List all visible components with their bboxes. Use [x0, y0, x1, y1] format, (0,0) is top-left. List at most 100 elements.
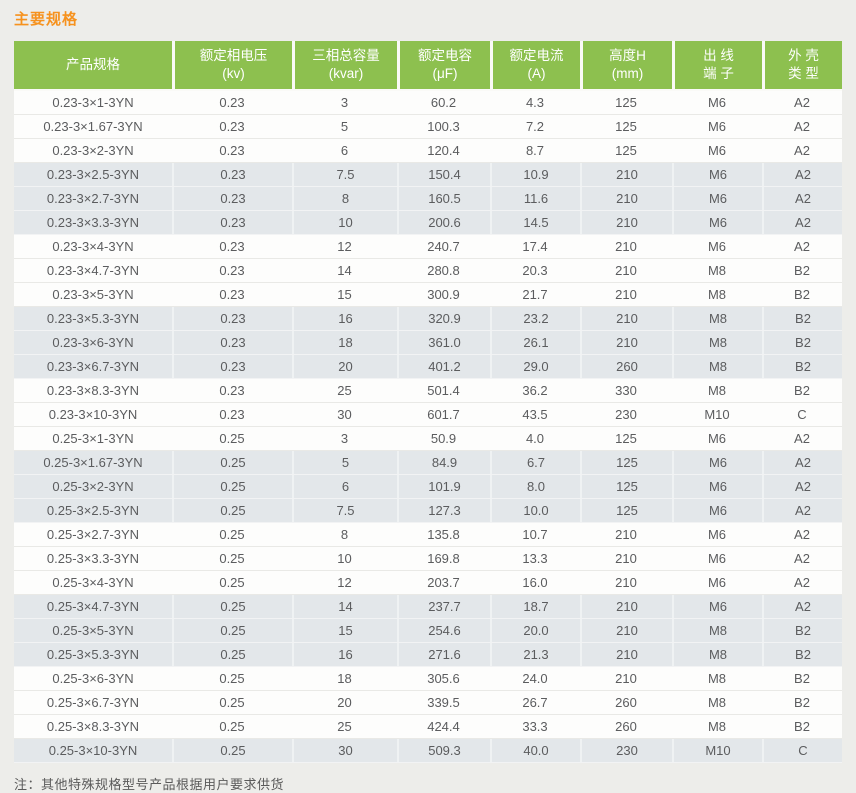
cell-rated-phase-voltage: 0.23 [219, 143, 245, 158]
cell-product-spec: 0.23-3×5-3YN [52, 287, 134, 302]
cell-outlet-terminal: M8 [707, 263, 727, 278]
cell-height-h: 125 [615, 143, 637, 158]
table-row: 0.25-3×1-3YN 0.25 3 50.9 4.0 125 M6 A2 [14, 427, 842, 451]
cell-rated-current: 16.0 [522, 575, 548, 590]
header-cell-three-phase-capacity: 三相总容量 (kvar) [292, 41, 397, 89]
cell-product-spec: 0.23-3×2-3YN [52, 143, 134, 158]
header-label: 额定电流 [509, 48, 564, 64]
cell-product-spec: 0.25-3×4.7-3YN [46, 599, 140, 614]
cell-three-phase-capacity: 20 [337, 695, 352, 710]
cell-product-spec: 0.23-3×10-3YN [48, 407, 138, 422]
table-row: 0.25-3×6.7-3YN 0.25 20 339.5 26.7 260 M8 B2 [14, 691, 842, 715]
table-row: 0.23-3×2.7-3YN 0.23 8 160.5 11.6 210 M6 A2 [14, 187, 842, 211]
header-unit: (μF) [432, 66, 458, 81]
cell-rated-capacitance: 200.6 [397, 211, 490, 234]
cell-shell-type: A2 [762, 451, 842, 474]
cell-rated-capacitance: 240.7 [427, 239, 460, 254]
table-row: 0.25-3×5.3-3YN 0.25 16 271.6 21.3 210 M8 B2 [14, 643, 842, 667]
cell-rated-current: 7.2 [525, 119, 545, 134]
cell-shell-type: A2 [762, 475, 842, 498]
cell-rated-current: 43.5 [522, 407, 548, 422]
cell-three-phase-capacity: 25 [337, 383, 352, 398]
cell-product-spec: 0.23-3×6-3YN [52, 335, 134, 350]
cell-outlet-terminal: M6 [672, 475, 762, 498]
cell-rated-capacitance: 120.4 [427, 143, 460, 158]
cell-height-h: 210 [580, 619, 672, 642]
cell-three-phase-capacity: 5 [292, 451, 397, 474]
cell-rated-current: 14.5 [490, 211, 580, 234]
cell-height-h: 125 [580, 475, 672, 498]
cell-three-phase-capacity: 12 [337, 239, 352, 254]
cell-rated-capacitance: 237.7 [397, 595, 490, 618]
cell-product-spec: 0.25-3×6-3YN [52, 671, 134, 686]
header-cell-product-spec: 产品规格 [14, 41, 172, 89]
cell-rated-phase-voltage: 0.25 [172, 739, 292, 762]
cell-height-h: 125 [580, 499, 672, 522]
cell-rated-current: 21.7 [522, 287, 548, 302]
cell-outlet-terminal: M10 [704, 407, 730, 422]
table-body: 0.23-3×1-3YN 0.23 3 60.2 4.3 125 M6 A2 0.23-3×1.… [14, 91, 842, 763]
cell-height-h: 210 [580, 643, 672, 666]
cell-rated-phase-voltage: 0.23 [219, 407, 245, 422]
cell-product-spec: 0.25-3×2.5-3YN [46, 503, 140, 518]
cell-rated-current: 8.0 [490, 475, 580, 498]
cell-rated-phase-voltage: 0.25 [219, 695, 245, 710]
cell-rated-phase-voltage: 0.23 [219, 119, 245, 134]
cell-rated-capacitance: 424.4 [427, 719, 460, 734]
header-unit: (A) [527, 66, 546, 81]
cell-shell-type: B2 [794, 287, 810, 302]
cell-product-spec: 0.25-3×10-3YN [48, 743, 138, 758]
cell-rated-capacitance: 101.9 [397, 475, 490, 498]
cell-rated-current: 21.3 [490, 643, 580, 666]
cell-shell-type: C [797, 407, 807, 422]
cell-product-spec: 0.23-3×1.67-3YN [43, 119, 143, 134]
cell-three-phase-capacity: 8 [340, 527, 349, 542]
cell-three-phase-capacity: 14 [337, 263, 352, 278]
table-header: 产品规格 额定相电压 (kv) 三相总容量 (kvar) 额定电容 (μF) 额定电流 (A) 高… [14, 41, 842, 91]
cell-rated-capacitance: 100.3 [427, 119, 460, 134]
cell-three-phase-capacity: 3 [340, 431, 349, 446]
cell-rated-current: 40.0 [490, 739, 580, 762]
cell-product-spec: 0.25-3×8.3-3YN [46, 719, 140, 734]
cell-three-phase-capacity: 12 [337, 575, 352, 590]
cell-three-phase-capacity: 16 [292, 307, 397, 330]
table-row: 0.25-3×5-3YN 0.25 15 254.6 20.0 210 M8 B2 [14, 619, 842, 643]
table-row: 0.25-3×4-3YN 0.25 12 203.7 16.0 210 M6 A2 [14, 571, 842, 595]
cell-product-spec: 0.23-3×5.3-3YN [46, 311, 140, 326]
cell-rated-current: 26.7 [522, 695, 548, 710]
cell-outlet-terminal: M6 [672, 451, 762, 474]
cell-shell-type: B2 [794, 383, 810, 398]
cell-rated-current: 8.7 [525, 143, 545, 158]
cell-shell-type: A2 [794, 95, 810, 110]
cell-shell-type: B2 [762, 643, 842, 666]
cell-outlet-terminal: M8 [672, 355, 762, 378]
cell-rated-current: 6.7 [490, 451, 580, 474]
cell-three-phase-capacity: 30 [292, 739, 397, 762]
table-row: 0.25-3×8.3-3YN 0.25 25 424.4 33.3 260 M8 B2 [14, 715, 842, 739]
cell-three-phase-capacity: 7.5 [292, 499, 397, 522]
cell-rated-capacitance: 339.5 [427, 695, 460, 710]
cell-rated-current: 26.1 [490, 331, 580, 354]
table-row: 0.25-3×3.3-3YN 0.25 10 169.8 13.3 210 M6 A2 [14, 547, 842, 571]
cell-rated-current: 33.3 [522, 719, 548, 734]
cell-rated-capacitance: 169.8 [427, 551, 460, 566]
cell-outlet-terminal: M8 [672, 331, 762, 354]
cell-three-phase-capacity: 15 [337, 287, 352, 302]
table-row: 0.23-3×1.67-3YN 0.23 5 100.3 7.2 125 M6 A2 [14, 115, 842, 139]
cell-rated-capacitance: 127.3 [397, 499, 490, 522]
cell-rated-phase-voltage: 0.23 [172, 163, 292, 186]
header-cell-shell-type: 外 壳类 型 [762, 41, 842, 89]
cell-three-phase-capacity: 20 [292, 355, 397, 378]
cell-shell-type: A2 [762, 595, 842, 618]
cell-rated-current: 36.2 [522, 383, 548, 398]
cell-rated-phase-voltage: 0.25 [219, 527, 245, 542]
table-row: 0.25-3×6-3YN 0.25 18 305.6 24.0 210 M8 B2 [14, 667, 842, 691]
cell-outlet-terminal: M6 [707, 527, 727, 542]
cell-height-h: 230 [615, 407, 637, 422]
cell-rated-current: 24.0 [522, 671, 548, 686]
cell-rated-capacitance: 501.4 [427, 383, 460, 398]
cell-shell-type: A2 [794, 575, 810, 590]
cell-three-phase-capacity: 14 [292, 595, 397, 618]
cell-shell-type: A2 [794, 143, 810, 158]
cell-product-spec: 0.25-3×5-3YN [52, 623, 134, 638]
